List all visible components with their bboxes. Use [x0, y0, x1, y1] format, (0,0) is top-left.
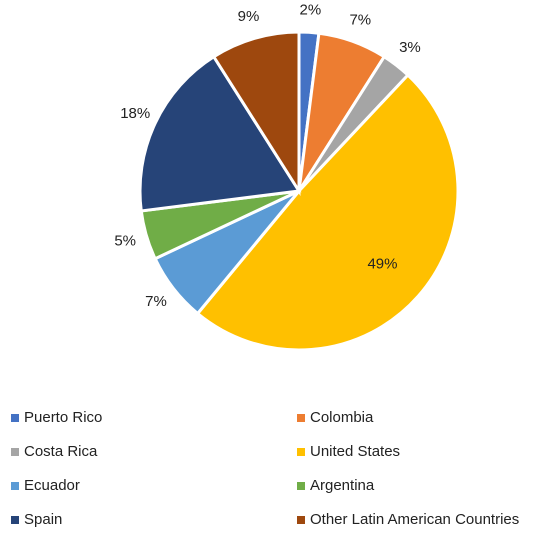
legend-label: Spain	[24, 511, 62, 528]
legend-swatch	[11, 414, 19, 422]
legend-swatch	[297, 448, 305, 456]
legend-label: Argentina	[310, 477, 375, 494]
legend-label: Colombia	[310, 409, 374, 426]
legend-label: Costa Rica	[24, 443, 98, 460]
legend-swatch	[297, 516, 305, 524]
data-label: 18%	[120, 105, 150, 122]
legend-swatch	[297, 482, 305, 490]
data-label: 7%	[349, 12, 371, 29]
legend-label: United States	[310, 443, 400, 460]
data-label: 9%	[238, 8, 260, 25]
legend-label: Ecuador	[24, 477, 80, 494]
data-label: 5%	[114, 232, 136, 249]
pie-slice	[138, 54, 302, 213]
data-label: 3%	[399, 39, 421, 56]
legend-swatch	[297, 414, 305, 422]
legend-label: Puerto Rico	[24, 409, 102, 426]
data-label: 2%	[300, 1, 322, 18]
data-label: 7%	[145, 293, 167, 310]
pie-slice	[211, 30, 301, 197]
pie-slice	[195, 72, 460, 352]
legend-label: Other Latin American Countries	[310, 511, 519, 528]
legend-swatch	[11, 482, 19, 490]
data-label: 49%	[367, 256, 397, 273]
legend-swatch	[11, 448, 19, 456]
legend-swatch	[11, 516, 19, 524]
